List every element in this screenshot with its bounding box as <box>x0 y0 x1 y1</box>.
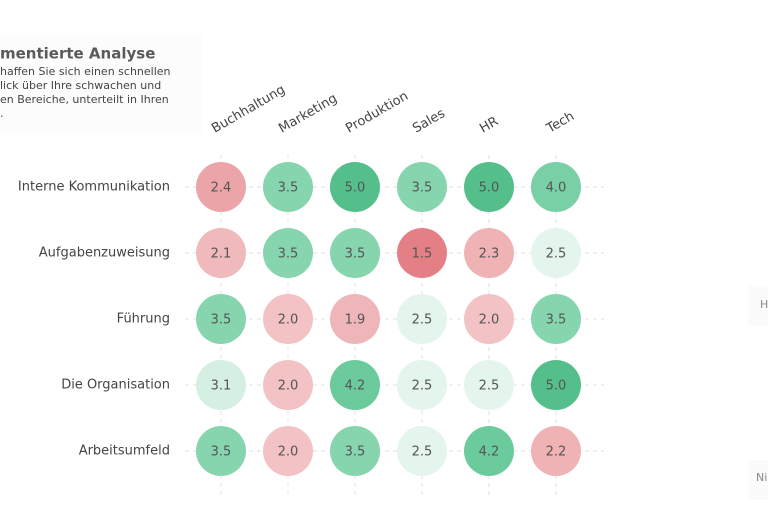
side-card <box>748 460 768 500</box>
cell-label: 3.5 <box>211 445 232 460</box>
subtitle: . <box>0 107 4 120</box>
cell <box>263 360 313 410</box>
cell-label: 2.5 <box>479 379 500 394</box>
cell-label: 2.5 <box>412 445 433 460</box>
side-label: H <box>760 298 768 311</box>
column-label: Marketing <box>276 91 340 136</box>
cell <box>464 162 514 212</box>
subtitle: en Bereiche, unterteilt in Ihren <box>0 93 169 106</box>
cell <box>330 162 380 212</box>
chart-title: mentierte Analyse <box>0 45 155 63</box>
cell-label: 2.0 <box>479 313 500 328</box>
cell <box>330 426 380 476</box>
column-label: Sales <box>410 106 448 136</box>
cell-label: 3.5 <box>278 247 299 262</box>
cell <box>330 228 380 278</box>
cell <box>397 426 447 476</box>
cell <box>196 360 246 410</box>
cell-label: 3.1 <box>211 379 232 394</box>
cell <box>196 294 246 344</box>
cell <box>330 360 380 410</box>
subtitle: lick über Ihre schwachen und <box>0 79 161 92</box>
subtitle: haffen Sie sich einen schnellen <box>0 65 171 78</box>
cell-label: 2.5 <box>412 313 433 328</box>
cell <box>196 426 246 476</box>
cell-label: 3.5 <box>211 313 232 328</box>
cell <box>196 228 246 278</box>
cell <box>397 228 447 278</box>
row-label: Arbeitsumfeld <box>79 444 170 459</box>
cell <box>263 228 313 278</box>
cell-label: 1.5 <box>412 247 433 262</box>
cell-label: 3.5 <box>546 313 567 328</box>
cell <box>464 360 514 410</box>
cell-label: 2.3 <box>479 247 500 262</box>
info-card <box>0 36 202 132</box>
cell <box>464 228 514 278</box>
cell <box>531 426 581 476</box>
cell-label: 3.5 <box>345 247 366 262</box>
column-label: Produktion <box>343 89 411 137</box>
cell <box>531 360 581 410</box>
cell <box>397 162 447 212</box>
cell-label: 3.5 <box>412 181 433 196</box>
row-label: Die Organisation <box>61 378 170 393</box>
cell <box>263 426 313 476</box>
row-label: Führung <box>117 312 170 327</box>
column-label: HR <box>477 114 501 136</box>
cell-label: 2.1 <box>211 247 232 262</box>
cell <box>263 162 313 212</box>
cell-label: 2.0 <box>278 313 299 328</box>
cell-label: 2.4 <box>211 181 232 196</box>
column-label: Buchhaltung <box>209 82 288 136</box>
cell-label: 2.5 <box>412 379 433 394</box>
column-label: Tech <box>543 109 577 137</box>
cell-label: 3.5 <box>278 181 299 196</box>
cell <box>397 360 447 410</box>
cell <box>330 294 380 344</box>
cell <box>531 294 581 344</box>
cell-label: 5.0 <box>345 181 366 196</box>
cell-label: 1.9 <box>345 313 366 328</box>
side-card <box>748 286 768 326</box>
cell-label: 2.0 <box>278 379 299 394</box>
cell-label: 2.0 <box>278 445 299 460</box>
cell-label: 5.0 <box>546 379 567 394</box>
cell-label: 4.0 <box>546 181 567 196</box>
cell-label: 5.0 <box>479 181 500 196</box>
cell-label: 4.2 <box>345 379 366 394</box>
cell-label: 4.2 <box>479 445 500 460</box>
cell <box>263 294 313 344</box>
cell-label: 2.5 <box>546 247 567 262</box>
cell <box>397 294 447 344</box>
cell <box>464 426 514 476</box>
cell <box>531 228 581 278</box>
row-label: Interne Kommunikation <box>18 180 170 195</box>
cell <box>464 294 514 344</box>
cell-label: 3.5 <box>345 445 366 460</box>
row-label: Aufgabenzuweisung <box>39 246 170 261</box>
cell-label: 2.2 <box>546 445 567 460</box>
cell <box>196 162 246 212</box>
side-label: Ni <box>756 471 767 484</box>
cell <box>531 162 581 212</box>
